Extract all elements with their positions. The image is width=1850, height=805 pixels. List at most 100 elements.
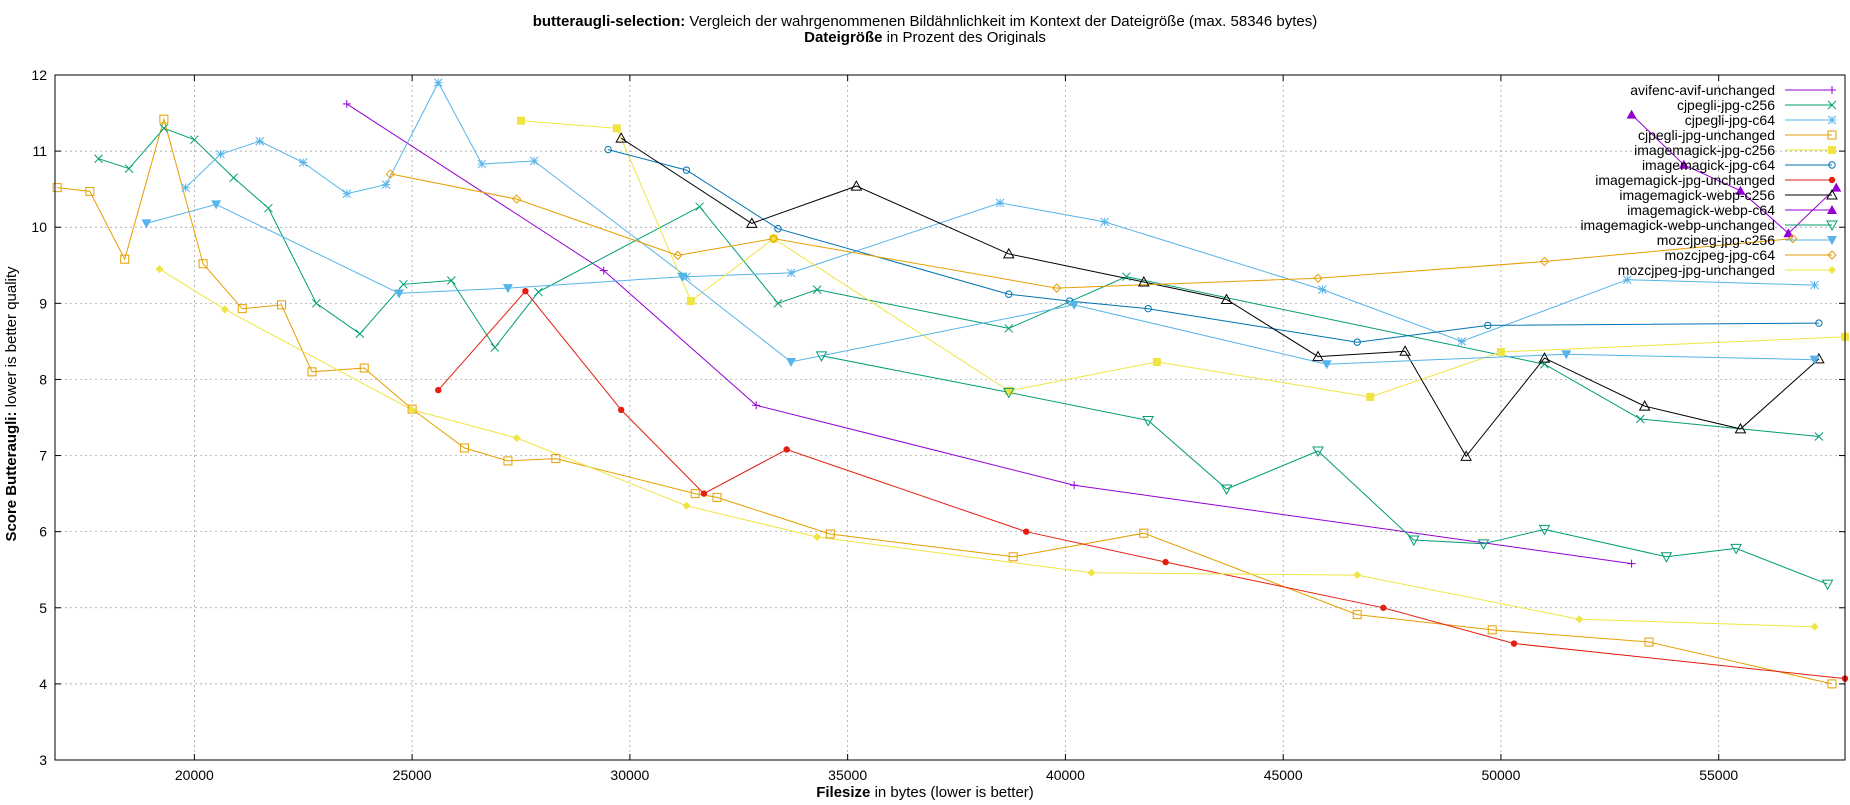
- data-point-imagemagick-webp-c256: [615, 132, 628, 143]
- data-point-cjpegli-jpg-c256: [190, 135, 199, 145]
- data-point-imagemagick-webp-unchanged: [1142, 416, 1155, 427]
- data-point-cjpegli-jpg-unchanged: [52, 183, 62, 193]
- data-point-mozcjpeg-jpg-unchanged: [682, 501, 691, 510]
- series-line-imagemagick-webp-unchanged: [821, 355, 1828, 585]
- x-tick-label: 50000: [1481, 767, 1520, 783]
- data-point-cjpegli-jpg-c64: [995, 198, 1005, 208]
- data-point-imagemagick-webp-c256: [1137, 275, 1150, 287]
- data-point-imagemagick-webp-c64: [1783, 228, 1794, 238]
- data-point-imagemagick-jpg-c64: [604, 145, 612, 154]
- data-point-cjpegli-jpg-c64: [181, 183, 191, 192]
- data-point-cjpegli-jpg-unchanged: [503, 456, 513, 466]
- legend-label-cjpegli-jpg-unchanged: cjpegli-jpg-unchanged: [1638, 127, 1775, 143]
- y-axis-ticks: 3 4 5 6 7 8 9 10 11 12: [31, 67, 1845, 768]
- data-point-cjpegli-jpg-c256: [446, 276, 456, 285]
- x-axis-label: Filesize in bytes (lower is better): [816, 784, 1034, 800]
- x-tick-label: 55000: [1699, 767, 1738, 783]
- series-line-imagemagick-jpg-unchanged: [437, 290, 1846, 680]
- data-point-cjpegli-jpg-c64: [298, 158, 308, 167]
- data-point-mozcjpeg-jpg-c256: [502, 284, 513, 294]
- data-point-mozcjpeg-jpg-unchanged: [512, 434, 521, 443]
- data-point-imagemagick-jpg-c256: [1496, 348, 1505, 357]
- data-point-mozcjpeg-jpg-unchanged: [1353, 571, 1362, 580]
- data-point-cjpegli-jpg-unchanged: [237, 304, 247, 314]
- legend-marker-imagemagick-jpg-c256: [1828, 146, 1836, 154]
- grid-lines: [55, 75, 1845, 760]
- data-point-cjpegli-jpg-c64: [1100, 217, 1109, 227]
- legend-marker-imagemagick-jpg-c64: [1828, 161, 1836, 169]
- data-point-cjpegli-jpg-c64: [342, 189, 352, 199]
- data-point-imagemagick-jpg-unchanged: [1162, 558, 1169, 566]
- legend-label-imagemagick-jpg-c64: imagemagick-jpg-c64: [1642, 157, 1775, 173]
- legend-marker-mozcjpeg-jpg-c64: [1827, 250, 1837, 260]
- legend-marker-imagemagick-webp-unchanged: [1826, 220, 1838, 232]
- data-point-cjpegli-jpg-c256: [812, 285, 822, 294]
- x-tick-label: 35000: [828, 767, 867, 783]
- legend-marker-mozcjpeg-jpg-unchanged: [1828, 266, 1836, 274]
- data-point-mozcjpeg-jpg-c256: [786, 357, 797, 367]
- data-point-imagemagick-jpg-c256: [612, 124, 621, 133]
- y-tick-label: 11: [32, 143, 47, 159]
- data-point-imagemagick-jpg-c64: [682, 166, 691, 174]
- legend-label-imagemagick-jpg-c256: imagemagick-jpg-c256: [1634, 142, 1775, 158]
- data-point-cjpegli-jpg-unchanged: [551, 454, 561, 464]
- data-point-cjpegli-jpg-c256: [264, 203, 273, 213]
- series-line-cjpegli-jpg-unchanged: [57, 117, 1833, 685]
- legend-label-imagemagick-webp-c64: imagemagick-webp-c64: [1627, 202, 1775, 218]
- data-point-avifenc-avif-unchanged: [1627, 559, 1636, 568]
- data-point-cjpegli-jpg-c64: [216, 149, 225, 159]
- data-point-cjpegli-jpg-c64: [255, 136, 265, 146]
- data-point-imagemagick-webp-c64: [1831, 182, 1842, 192]
- data-point-cjpegli-jpg-unchanged: [276, 300, 286, 310]
- data-point-cjpegli-jpg-c256: [695, 202, 704, 212]
- data-point-imagemagick-webp-unchanged: [1821, 579, 1834, 591]
- data-point-imagemagick-webp-c256: [1312, 350, 1324, 362]
- chart-title: butteraugli-selection: Vergleich der wah…: [533, 13, 1318, 30]
- data-point-avifenc-avif-unchanged: [599, 266, 608, 275]
- series-line-avifenc-avif-unchanged: [346, 103, 1632, 565]
- data-point-imagemagick-webp-c256: [1734, 422, 1747, 434]
- x-tick-label: 40000: [1046, 767, 1085, 783]
- y-tick-label: 9: [39, 295, 47, 311]
- data-point-cjpegli-jpg-unchanged: [1008, 552, 1018, 562]
- data-point-mozcjpeg-jpg-c256: [1561, 350, 1572, 360]
- data-point-imagemagick-jpg-unchanged: [522, 287, 529, 295]
- data-point-mozcjpeg-jpg-c256: [1069, 300, 1080, 310]
- data-point-imagemagick-webp-unchanged: [1477, 539, 1490, 550]
- data-point-mozcjpeg-jpg-c256: [141, 219, 152, 229]
- data-point-cjpegli-jpg-unchanged: [198, 259, 208, 269]
- data-point-imagemagick-jpg-c64: [1815, 319, 1823, 327]
- data-point-cjpegli-jpg-unchanged: [359, 363, 369, 373]
- data-point-mozcjpeg-jpg-unchanged: [408, 405, 417, 414]
- legend-marker-imagemagick-webp-c256: [1826, 188, 1838, 200]
- data-point-cjpegli-jpg-c256: [1004, 324, 1014, 333]
- data-point-imagemagick-jpg-c256: [686, 297, 695, 306]
- data-point-imagemagick-webp-unchanged: [1407, 535, 1420, 547]
- data-point-mozcjpeg-jpg-c256: [394, 289, 405, 299]
- data-point-mozcjpeg-jpg-c64: [1539, 256, 1550, 267]
- data-point-mozcjpeg-jpg-c64: [511, 194, 522, 204]
- data-point-cjpegli-jpg-c256: [94, 154, 103, 164]
- data-point-avifenc-avif-unchanged: [342, 99, 351, 108]
- data-point-imagemagick-webp-unchanged: [1660, 552, 1673, 563]
- data-point-avifenc-avif-unchanged: [752, 401, 761, 410]
- legend-label-cjpegli-jpg-c256: cjpegli-jpg-c256: [1677, 97, 1775, 113]
- data-point-mozcjpeg-jpg-c64: [385, 169, 396, 179]
- data-point-mozcjpeg-jpg-c256: [1809, 355, 1820, 365]
- data-point-imagemagick-webp-c64: [1678, 159, 1689, 169]
- legend-marker-imagemagick-webp-c64: [1827, 205, 1837, 214]
- series-line-cjpegli-jpg-c64: [185, 81, 1815, 342]
- data-point-cjpegli-jpg-c256: [1814, 432, 1824, 441]
- series-line-mozcjpeg-jpg-unchanged: [159, 268, 1815, 628]
- data-point-mozcjpeg-jpg-unchanged: [220, 305, 229, 314]
- data-point-imagemagick-webp-c64: [1735, 185, 1746, 195]
- data-point-mozcjpeg-jpg-unchanged: [155, 265, 164, 274]
- data-point-avifenc-avif-unchanged: [1070, 481, 1079, 490]
- data-point-cjpegli-jpg-unchanged: [825, 529, 835, 539]
- data-point-cjpegli-jpg-unchanged: [1487, 625, 1497, 635]
- series-line-mozcjpeg-jpg-c64: [390, 173, 1793, 289]
- data-point-mozcjpeg-jpg-c64: [673, 250, 683, 261]
- data-point-imagemagick-jpg-c64: [774, 225, 782, 233]
- data-point-imagemagick-jpg-unchanged: [783, 446, 790, 453]
